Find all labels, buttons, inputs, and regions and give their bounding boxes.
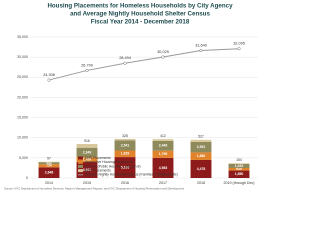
legend-swatch — [78, 156, 83, 160]
bar-segment — [190, 159, 212, 178]
data-label: 635 — [236, 167, 242, 171]
legend-label: Average Nightly Household Census (Famili… — [85, 173, 178, 177]
data-label: 1,033 — [235, 164, 244, 168]
bar-segment — [190, 141, 212, 153]
bar-segment — [228, 163, 250, 164]
legend-label: NYCHA (Public Housing + Section 8) — [85, 164, 141, 168]
x-tick-label: 2019 (through Dec) — [224, 181, 255, 185]
line-label: 31,640 — [195, 44, 207, 48]
bar-segment — [228, 167, 250, 171]
bar-segment — [228, 170, 250, 178]
chart: Housing Placements for Homeless Househol… — [4, 3, 258, 191]
bar-segment — [38, 162, 60, 165]
bar-segment — [152, 157, 174, 178]
line-label: 28,494 — [119, 56, 131, 60]
x-tick-label: 2015 — [83, 181, 91, 185]
line-point — [161, 55, 165, 59]
chart-title: and Average Nightly Household Shelter Ce… — [70, 11, 210, 18]
y-tick-label: 20,000 — [17, 95, 28, 99]
data-label: 2,591 — [197, 145, 206, 149]
data-label: 97 — [47, 157, 51, 161]
bar-segment — [152, 139, 174, 141]
data-label: 328 — [122, 134, 128, 138]
source-note: Source: NYC Department of Homeless Servi… — [4, 187, 184, 191]
data-label: 1,880 — [197, 154, 206, 158]
bar-segment — [190, 152, 212, 160]
data-label: 1,629 — [121, 152, 130, 156]
bar-segment — [38, 164, 60, 168]
data-label: 5,193 — [121, 165, 130, 169]
line-point — [237, 47, 241, 51]
data-label: 916 — [84, 139, 90, 143]
y-tick-label: 15,000 — [17, 116, 28, 120]
line-series — [48, 48, 240, 81]
data-label: 2,541 — [121, 143, 130, 147]
bar-segment — [190, 139, 212, 142]
line-point — [123, 61, 127, 65]
bar-segment — [76, 147, 98, 158]
bar-segment — [76, 157, 98, 163]
line-point — [199, 48, 203, 53]
legend-label: Supportive Housing Placements — [85, 160, 134, 164]
data-label: 154 — [236, 158, 242, 162]
data-label: 4,478 — [197, 167, 206, 171]
line-label: 24,308 — [43, 73, 55, 77]
y-tick-label: 25,000 — [17, 75, 28, 79]
data-label: 412 — [160, 134, 166, 138]
x-tick-label: 2016 — [121, 181, 129, 185]
y-tick-label: 35,000 — [17, 35, 28, 39]
data-label: 1,799 — [159, 152, 168, 156]
line-label: 32,095 — [233, 42, 245, 46]
bar-segment — [114, 157, 136, 178]
x-tick-label: 2014 — [45, 181, 53, 185]
data-label: 2,648 — [45, 171, 54, 175]
data-label: 754 — [46, 164, 52, 168]
data-label: 4,983 — [159, 166, 168, 170]
legend-swatch — [78, 169, 83, 173]
data-label: 1,208 — [83, 158, 92, 162]
bar-segment — [76, 144, 98, 148]
y-tick-label: 5,000 — [19, 156, 28, 160]
bar-segment — [152, 140, 174, 151]
data-label: 2,349 — [83, 150, 92, 154]
y-tick-label: 0 — [26, 176, 28, 180]
data-label: 531 — [46, 161, 52, 165]
bar-segment — [152, 150, 174, 158]
y-tick-label: 30,000 — [17, 55, 28, 59]
bar-segment — [114, 138, 136, 141]
line-point — [85, 68, 89, 72]
x-tick-label: 2017 — [159, 181, 167, 185]
data-label: 1,850 — [235, 172, 244, 176]
data-label: 527 — [198, 135, 204, 139]
y-tick-label: 10,000 — [17, 136, 28, 140]
chart-title: Housing Placements for Homeless Househol… — [47, 3, 233, 10]
legend-swatch — [78, 160, 83, 164]
line-point — [47, 78, 51, 82]
data-label: 3,961 — [83, 168, 92, 172]
line-label: 30,029 — [157, 50, 169, 54]
chart-subtitle: Fiscal Year 2014 - December 2018 — [91, 19, 190, 26]
bar-segment — [228, 163, 250, 168]
legend-label: HPD Placements — [85, 168, 111, 172]
legend-label: DHS Placements — [85, 156, 111, 160]
bar-segment — [38, 167, 60, 178]
bar-segment — [114, 140, 136, 151]
legend-swatch — [78, 164, 83, 168]
bar-segment — [114, 150, 136, 158]
line-label: 26,700 — [81, 63, 93, 67]
x-tick-label: 2018 — [197, 181, 205, 185]
data-label: 2,449 — [159, 144, 168, 148]
